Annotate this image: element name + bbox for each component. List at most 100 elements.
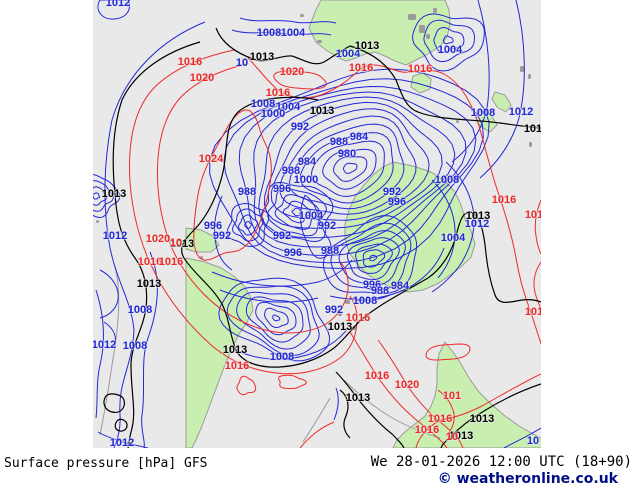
isobar-ring-blue <box>93 174 121 219</box>
land-south-america <box>185 257 254 448</box>
isobar-ring-blue <box>226 202 270 248</box>
isobar-label-blue: 1004 <box>299 210 324 222</box>
isobar-label-blue: 992 <box>273 230 291 242</box>
isobar-blue <box>431 179 456 279</box>
isobar-blue <box>214 195 233 271</box>
isobar-ring-blue <box>279 115 417 215</box>
isobar-label-red: 1016 <box>159 256 183 268</box>
isobar-ring-blue <box>423 19 476 62</box>
isobar-rings-layer <box>93 13 490 396</box>
isobar-label-blue: 992 <box>325 304 343 316</box>
isobar-lines-blue <box>95 0 541 448</box>
isobar-label-blue: 1004 <box>276 101 301 113</box>
isobar-label-blue: 1008 <box>353 295 377 307</box>
isobar-ring-blue <box>255 301 297 336</box>
isobar-ring-blue <box>238 85 477 256</box>
isobar-ring-blue <box>260 181 334 243</box>
island-specks-layer <box>96 8 532 443</box>
isobar-red <box>437 389 455 437</box>
isobar-label-black: 1013 <box>102 188 126 200</box>
isobar-label-blue: 10 <box>236 57 248 69</box>
isobar-label-blue: 988 <box>371 285 389 297</box>
isobar-ring-blue <box>218 277 331 362</box>
isobar-blue <box>141 251 158 448</box>
isobar-label-blue: 996 <box>388 196 406 208</box>
isobar-label-blue: 988 <box>330 136 348 148</box>
isobar-label-red: 1016 <box>349 62 373 74</box>
isobar-label-blue: 1000 <box>261 108 285 120</box>
isobar-label-black: 1013 <box>170 238 194 250</box>
isobar-ring-blue <box>442 35 454 45</box>
isobar-ring-blue <box>93 186 108 206</box>
isobar-label-blue: 996 <box>204 220 222 232</box>
isobar-black <box>112 41 201 448</box>
isobar-label-black: 1013 <box>466 210 490 222</box>
isobar-ring-blue <box>288 123 405 210</box>
isobar-ring-blue <box>263 101 443 229</box>
isobar-blue <box>239 17 337 24</box>
isobar-ring-blue <box>223 78 484 264</box>
isobar-black <box>440 383 541 448</box>
isobar-ring-blue <box>236 291 311 350</box>
isobar-blue <box>231 29 332 36</box>
isobar-label-blue: 1012 <box>110 437 134 448</box>
isobar-label-red: 1016 <box>365 370 389 382</box>
isobar-label-red: 1016 <box>138 256 162 268</box>
isobar-blue <box>219 289 319 303</box>
isobar-ring-blue <box>226 285 320 357</box>
isobar-label-blue: 984 <box>298 156 317 168</box>
isobar-red <box>377 339 464 448</box>
isobar-ring-blue <box>332 156 368 182</box>
isobar-ring-blue <box>433 26 465 53</box>
isobar-red <box>129 49 358 375</box>
isobar-label-blue: 988 <box>282 165 300 177</box>
isobar-ring-blue <box>93 192 101 200</box>
isobar-label-black: 1013 <box>223 344 247 356</box>
isobar-black <box>103 393 125 413</box>
isobar-black <box>114 418 128 432</box>
isobar-label-black: 1013 <box>470 413 494 425</box>
isobar-label-blue: 1004 <box>441 232 466 244</box>
isobar-ring-blue <box>253 91 467 248</box>
isobar-ring-blue <box>343 162 358 174</box>
isobar-lines-red <box>129 49 541 448</box>
map-datetime: We 28-01-2026 12:00 UTC (18+90) <box>370 454 632 470</box>
isobar-ring-blue <box>412 13 485 72</box>
isobar-label-blue: 992 <box>318 220 336 232</box>
isobar-ring-blue <box>310 140 385 197</box>
isobar-label-red: 1024 <box>199 153 224 165</box>
isobar-black <box>349 45 541 129</box>
isobar-label-blue: 1000 <box>294 174 318 186</box>
isobar-ring-blue <box>369 254 378 262</box>
isobar-black <box>335 371 405 448</box>
isobar-label-black: 1013 <box>449 430 473 442</box>
isobar-label-blue: 996 <box>284 247 302 259</box>
land-antarctica <box>344 161 476 293</box>
isobar-ring-blue <box>258 96 456 239</box>
isobar-ring-blue <box>274 194 320 230</box>
isobar-label-blue: 1008 <box>270 351 294 363</box>
isobar-ring-red <box>273 70 327 90</box>
isobar-label-blue: 1012 <box>106 0 130 9</box>
isobar-label-red: 1016 <box>178 56 202 68</box>
isobar-ring-red <box>425 343 471 361</box>
isobar-label-blue: 1004 <box>281 27 306 39</box>
isobar-ring-red <box>236 375 257 396</box>
isobar-blue <box>479 0 525 179</box>
isobar-label-red: 101 <box>443 390 461 402</box>
isobar-label-blue: 1008 <box>471 107 495 119</box>
isobar-label-black: 1013 <box>310 105 334 117</box>
isobar-ring-blue <box>270 108 430 221</box>
isobar-ring-blue <box>330 222 412 291</box>
isobar-ring-blue <box>362 249 386 268</box>
isobar-label-blue: 984 <box>350 131 369 143</box>
isobar-blue <box>329 247 445 300</box>
isobar-label-red: 1016 <box>266 87 290 99</box>
isobar-ring-red <box>193 109 272 261</box>
isobar-label-red: 101 <box>525 209 541 221</box>
isobar-label-red: 1016 <box>408 63 432 75</box>
isobar-label-blue: 992 <box>213 230 231 242</box>
